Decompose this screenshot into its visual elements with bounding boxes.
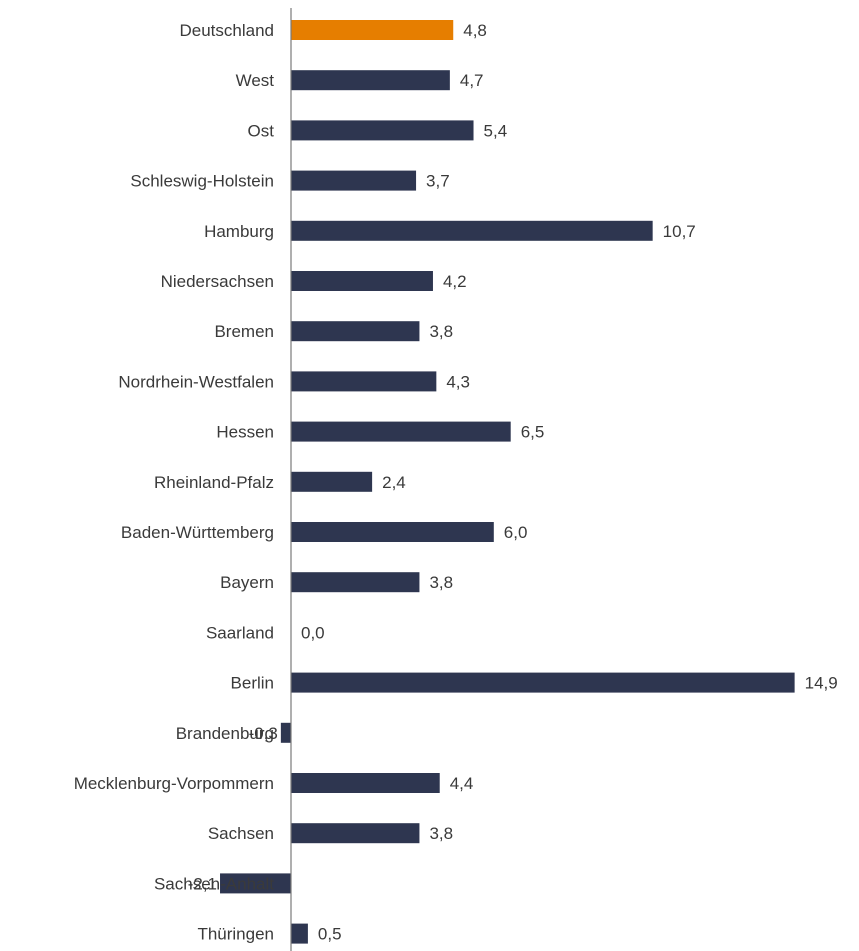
value-label-brandenburg: -0,3 <box>249 724 278 743</box>
value-label-berlin: 14,9 <box>805 674 838 693</box>
value-label-bayern: 3,8 <box>429 573 453 592</box>
bar-hamburg <box>291 220 653 241</box>
bar-west <box>291 70 450 91</box>
bar-sachsen <box>291 823 420 844</box>
value-label-niedersachsen: 4,2 <box>443 272 467 291</box>
bars-group <box>220 20 795 944</box>
category-label-thueringen: Thüringen <box>197 925 274 944</box>
category-label-berlin: Berlin <box>231 674 274 693</box>
bar-bayern <box>291 572 420 593</box>
value-label-ost: 5,4 <box>484 121 508 140</box>
bar-ost <box>291 120 474 141</box>
category-label-bremen: Bremen <box>214 322 274 341</box>
category-label-west: West <box>236 71 275 90</box>
bar-schleswig-holstein <box>291 170 417 191</box>
bar-brandenburg <box>280 722 291 743</box>
category-label-deutschland: Deutschland <box>179 21 274 40</box>
category-label-ost: Ost <box>248 121 275 140</box>
category-label-rheinland-pfalz: Rheinland-Pfalz <box>154 473 274 492</box>
value-label-sachsen-anhalt: -2,1 <box>188 874 217 893</box>
bar-baden-wuerttemberg <box>291 522 494 542</box>
value-label-thueringen: 0,5 <box>318 925 342 944</box>
category-label-brandenburg: Brandenburg <box>176 724 274 743</box>
category-label-hessen: Hessen <box>216 423 274 442</box>
category-label-niedersachsen: Niedersachsen <box>161 272 274 291</box>
value-label-sachsen: 3,8 <box>429 824 453 843</box>
value-label-hessen: 6,5 <box>521 423 545 442</box>
value-label-deutschland: 4,8 <box>463 21 487 40</box>
bar-mecklenburg-vorpommern <box>291 773 440 793</box>
value-label-baden-wuerttemberg: 6,0 <box>504 523 528 542</box>
category-label-saarland: Saarland <box>206 623 274 642</box>
category-label-schleswig-holstein: Schleswig-Holstein <box>130 172 274 191</box>
category-labels-group: Deutschland West Ost Schleswig-Holstein Hamb… <box>74 21 275 944</box>
value-label-west: 4,7 <box>460 71 484 90</box>
bar-nordrhein-westfalen <box>291 371 437 392</box>
bar-niedersachsen <box>291 271 433 291</box>
value-label-mecklenburg-vorpommern: 4,4 <box>450 774 474 793</box>
value-labels-group: 4,8 4,7 5,4 3,7 10,7 4,2 3,8 4,3 6,5 2,4 6,0 3,8 0,0… <box>188 21 838 944</box>
category-label-baden-wuerttemberg: Baden-Württemberg <box>121 523 274 542</box>
value-label-rheinland-pfalz: 2,4 <box>382 473 406 492</box>
value-label-saarland: 0,0 <box>301 623 325 642</box>
bar-bremen <box>291 321 420 342</box>
bar-deutschland <box>291 20 454 40</box>
bar-thueringen <box>291 923 308 944</box>
category-label-sachsen-anhalt: Sachsen-Anhalt <box>154 874 274 893</box>
bar-hessen <box>291 421 511 442</box>
bar-berlin <box>291 672 795 693</box>
value-label-bremen: 3,8 <box>429 322 453 341</box>
category-label-hamburg: Hamburg <box>204 222 274 241</box>
category-label-mecklenburg-vorpommern: Mecklenburg-Vorpommern <box>74 774 274 793</box>
category-label-sachsen: Sachsen <box>208 824 274 843</box>
bar-rheinland-pfalz <box>291 471 373 492</box>
category-label-bayern: Bayern <box>220 573 274 592</box>
value-label-hamburg: 10,7 <box>663 222 696 241</box>
value-label-schleswig-holstein: 3,7 <box>426 172 450 191</box>
value-label-nordrhein-westfalen: 4,3 <box>446 372 470 391</box>
category-label-nordrhein-westfalen: Nordrhein-Westfalen <box>118 372 274 391</box>
bar-sachsen-anhalt <box>220 873 291 894</box>
